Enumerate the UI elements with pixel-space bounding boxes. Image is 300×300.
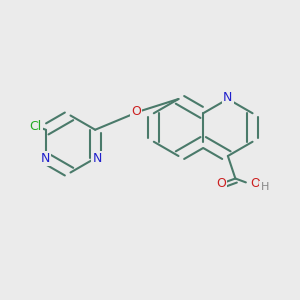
Text: O: O [131, 106, 141, 118]
Text: O: O [250, 177, 260, 190]
Text: O: O [216, 177, 226, 190]
Text: Cl: Cl [29, 120, 41, 133]
Text: N: N [40, 152, 50, 165]
Text: N: N [93, 152, 102, 165]
Text: H: H [261, 182, 269, 192]
Text: N: N [223, 91, 232, 104]
